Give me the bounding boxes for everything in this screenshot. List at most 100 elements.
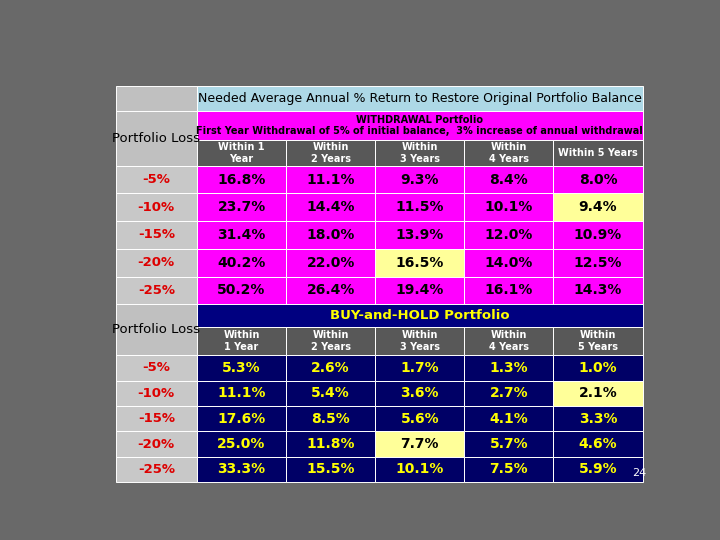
Bar [554, 457, 642, 482]
Bar [116, 355, 197, 381]
Text: Needed Average Annual % Return to Restore Original Portfolio Balance: Needed Average Annual % Return to Restor… [198, 92, 642, 105]
Text: 8.4%: 8.4% [490, 173, 528, 186]
Bar [464, 381, 554, 406]
Bar [286, 381, 375, 406]
Bar [375, 431, 464, 457]
Text: 23.7%: 23.7% [217, 200, 266, 214]
Bar [286, 457, 375, 482]
Bar [375, 327, 464, 355]
Bar [197, 406, 286, 431]
Text: 10.1%: 10.1% [395, 462, 444, 476]
Bar [286, 249, 375, 276]
Text: 12.0%: 12.0% [485, 228, 533, 242]
Bar [116, 221, 197, 249]
Bar [286, 221, 375, 249]
Text: WITHDRAWAL Portfolio
First Year Withdrawal of 5% of initial balance,  3% increas: WITHDRAWAL Portfolio First Year Withdraw… [197, 115, 643, 137]
Text: 10.1%: 10.1% [485, 200, 533, 214]
Text: Within
2 Years: Within 2 Years [310, 330, 351, 352]
Bar [286, 193, 375, 221]
Bar [554, 406, 642, 431]
Bar [197, 327, 286, 355]
Text: Portfolio Loss: Portfolio Loss [112, 132, 200, 145]
Bar [197, 304, 642, 327]
Text: 4.1%: 4.1% [490, 411, 528, 426]
Text: Within
3 Years: Within 3 Years [400, 142, 440, 164]
Bar [464, 406, 554, 431]
Text: 13.9%: 13.9% [395, 228, 444, 242]
Bar [554, 381, 642, 406]
Bar [554, 193, 642, 221]
Bar [286, 431, 375, 457]
Text: 5.9%: 5.9% [579, 462, 617, 476]
Text: 1.3%: 1.3% [490, 361, 528, 375]
Text: 16.1%: 16.1% [485, 284, 533, 298]
Bar [554, 140, 642, 166]
Bar [375, 193, 464, 221]
Bar [464, 457, 554, 482]
Text: Within 1
Year: Within 1 Year [218, 142, 265, 164]
Bar [375, 276, 464, 304]
Bar [554, 355, 642, 381]
Text: 1.0%: 1.0% [579, 361, 617, 375]
Text: 17.6%: 17.6% [217, 411, 266, 426]
Bar [197, 431, 286, 457]
Bar [286, 166, 375, 193]
Bar [116, 431, 197, 457]
Bar [554, 327, 642, 355]
Bar [464, 431, 554, 457]
Text: 2.6%: 2.6% [311, 361, 350, 375]
Text: 11.1%: 11.1% [307, 173, 355, 186]
Bar [197, 355, 286, 381]
Text: 40.2%: 40.2% [217, 255, 266, 269]
Bar [116, 276, 197, 304]
Bar [375, 457, 464, 482]
Bar [197, 381, 286, 406]
Text: Within
4 Years: Within 4 Years [489, 142, 529, 164]
Text: 7.5%: 7.5% [490, 462, 528, 476]
Text: Within
2 Years: Within 2 Years [310, 142, 351, 164]
Text: Within
4 Years: Within 4 Years [489, 330, 529, 352]
Bar [464, 355, 554, 381]
Text: 8.0%: 8.0% [579, 173, 617, 186]
Text: 31.4%: 31.4% [217, 228, 266, 242]
Bar [554, 249, 642, 276]
Bar [464, 166, 554, 193]
Text: 5.4%: 5.4% [311, 386, 350, 400]
Text: 11.1%: 11.1% [217, 386, 266, 400]
Text: 16.5%: 16.5% [395, 255, 444, 269]
Bar [286, 276, 375, 304]
Bar [375, 221, 464, 249]
Text: 9.3%: 9.3% [400, 173, 439, 186]
Text: 33.3%: 33.3% [217, 462, 266, 476]
Bar [116, 381, 197, 406]
Text: 10.9%: 10.9% [574, 228, 622, 242]
Text: -5%: -5% [143, 361, 170, 374]
Text: Within
1 Year: Within 1 Year [223, 330, 260, 352]
Text: 11.8%: 11.8% [307, 437, 355, 451]
Text: -25%: -25% [138, 463, 175, 476]
Text: 11.5%: 11.5% [395, 200, 444, 214]
Bar [375, 166, 464, 193]
Text: 19.4%: 19.4% [395, 284, 444, 298]
Bar [554, 166, 642, 193]
Text: 5.7%: 5.7% [490, 437, 528, 451]
Bar [116, 193, 197, 221]
Bar [197, 276, 286, 304]
Text: -15%: -15% [138, 412, 175, 425]
Bar [197, 140, 286, 166]
Bar [375, 381, 464, 406]
Text: 9.4%: 9.4% [579, 200, 617, 214]
Text: -10%: -10% [138, 387, 175, 400]
Text: 12.5%: 12.5% [574, 255, 622, 269]
Bar [116, 249, 197, 276]
Bar [116, 111, 197, 166]
Text: 50.2%: 50.2% [217, 284, 266, 298]
Bar [197, 193, 286, 221]
Text: 14.4%: 14.4% [307, 200, 355, 214]
Bar [464, 276, 554, 304]
Bar [197, 221, 286, 249]
Bar [554, 276, 642, 304]
Text: Within
3 Years: Within 3 Years [400, 330, 440, 352]
Text: 8.5%: 8.5% [311, 411, 350, 426]
Text: 3.3%: 3.3% [579, 411, 617, 426]
